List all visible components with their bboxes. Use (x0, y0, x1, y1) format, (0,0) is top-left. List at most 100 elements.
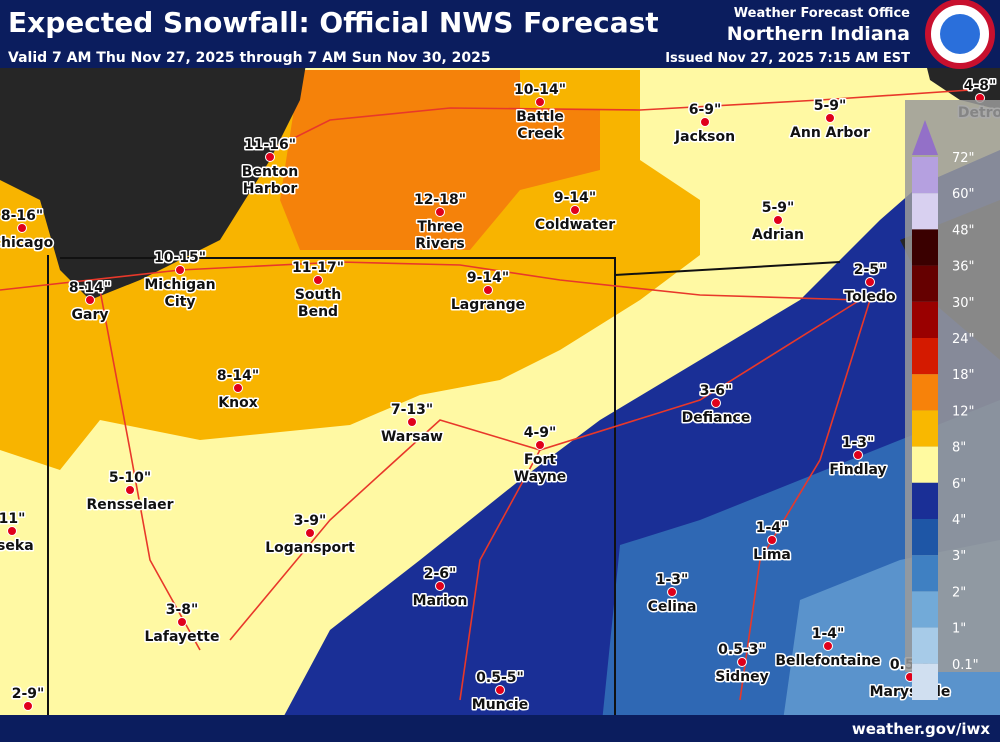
city-name: South (295, 287, 341, 303)
legend-label: 3" (952, 549, 966, 564)
city-dot (825, 113, 835, 123)
city-dot (535, 440, 545, 450)
city-amount: 1-4" (812, 626, 845, 642)
nws-logo-center (940, 14, 980, 54)
city-name: Celina (648, 599, 697, 615)
state-lines (47, 255, 841, 715)
city-name: Knox (218, 395, 257, 411)
zone-12-18 (280, 70, 600, 250)
city-name: City (165, 294, 196, 310)
city-name: Marion (413, 593, 468, 609)
city-dot (773, 215, 783, 225)
city-dot (865, 277, 875, 287)
city-amount: 8-14" (217, 368, 259, 384)
city-name: Logansport (265, 540, 355, 556)
legend-swatch (912, 301, 938, 338)
city-name: Bellefontaine (775, 653, 880, 669)
city-name: Warsaw (381, 429, 443, 445)
city-dot (823, 641, 833, 651)
city-name: Wayne (514, 469, 567, 485)
city-dot (175, 265, 185, 275)
city-dot (483, 285, 493, 295)
legend-label: 72" (952, 151, 975, 166)
city-amount: 2-9" (12, 686, 45, 702)
city-name: Fort (524, 452, 557, 468)
roads (0, 89, 971, 701)
city-amount: 8-16" (1, 208, 43, 224)
legend-top-arrow (912, 120, 938, 155)
city-amount: 5-10" (109, 470, 151, 486)
city-dot (7, 526, 17, 536)
city-amount: 10-15" (154, 250, 206, 266)
city-dot (435, 207, 445, 217)
legend-label: 4" (952, 513, 966, 528)
city-dot (85, 295, 95, 305)
road (229, 299, 861, 641)
city-dot (265, 152, 275, 162)
city-dot (177, 617, 187, 627)
city-name: Benton (242, 164, 298, 180)
legend-swatch (912, 519, 938, 556)
office-line2: Northern Indiana (727, 23, 910, 45)
legend-swatch (912, 265, 938, 302)
city-amount: 12-18" (414, 192, 466, 208)
city-amount: 3-6" (700, 383, 733, 399)
legend-label: 18" (952, 368, 975, 383)
city-name: Lagrange (451, 297, 525, 313)
state-line (614, 261, 841, 276)
city-name: Three (417, 219, 462, 235)
legend-label: 24" (952, 332, 975, 347)
city-name: Jackson (674, 129, 735, 145)
city-dot (313, 275, 323, 285)
legend-label: 60" (952, 187, 975, 202)
city-name: Rivers (415, 236, 464, 252)
footer-url: weather.gov/iwx (852, 720, 990, 738)
city-amount: 1-3" (656, 572, 689, 588)
legend-swatch (912, 229, 938, 266)
city-name: Coldwater (535, 217, 615, 233)
lake-michigan (0, 40, 310, 300)
city-amount: 10-14" (514, 82, 566, 98)
city-amount: 5-9" (762, 200, 795, 216)
city-amount: 3-9" (294, 513, 327, 529)
city-amount: 8-14" (69, 280, 111, 296)
city-name: Defiance (682, 410, 751, 426)
legend-swatch (912, 446, 938, 483)
city-name: tseka (0, 538, 34, 554)
legend-label: 1" (952, 622, 966, 637)
city-dot (17, 223, 27, 233)
legend-label: 48" (952, 223, 975, 238)
legend-label: 12" (952, 404, 975, 419)
legend-swatch (912, 374, 938, 411)
valid-period: Valid 7 AM Thu Nov 27, 2025 through 7 AM… (8, 50, 491, 66)
legend-swatch (912, 627, 938, 664)
city-amount: 11-16" (244, 137, 296, 153)
city-dot (853, 450, 863, 460)
legend-swatch (912, 193, 938, 230)
issued: Issued Nov 27, 2025 7:15 AM EST (665, 51, 910, 66)
legend-swatch (912, 663, 938, 700)
legend-label: 8" (952, 441, 966, 456)
city-amount: 11-17" (292, 260, 344, 276)
legend-swatch (912, 482, 938, 519)
city-name: Ann Arbor (790, 125, 870, 141)
city-dot (233, 383, 243, 393)
city-dot (125, 485, 135, 495)
city-amount: 9-14" (554, 190, 596, 206)
city-amount: 11" (0, 511, 25, 527)
city-name: Lafayette (145, 629, 220, 645)
city-name: Marysville (870, 684, 951, 700)
city-dot (667, 587, 677, 597)
legend-label: 2" (952, 585, 966, 600)
city-dot (535, 97, 545, 107)
legend-label: 30" (952, 296, 975, 311)
city-name: Findlay (829, 462, 886, 478)
road (739, 299, 871, 701)
city-name: Battle (516, 109, 564, 125)
road (269, 89, 971, 151)
city-amount: 7-13" (391, 402, 433, 418)
city-name: Michigan (144, 277, 215, 293)
city-amount: 5-9" (814, 98, 847, 114)
office-line1: Weather Forecast Office (734, 6, 910, 21)
